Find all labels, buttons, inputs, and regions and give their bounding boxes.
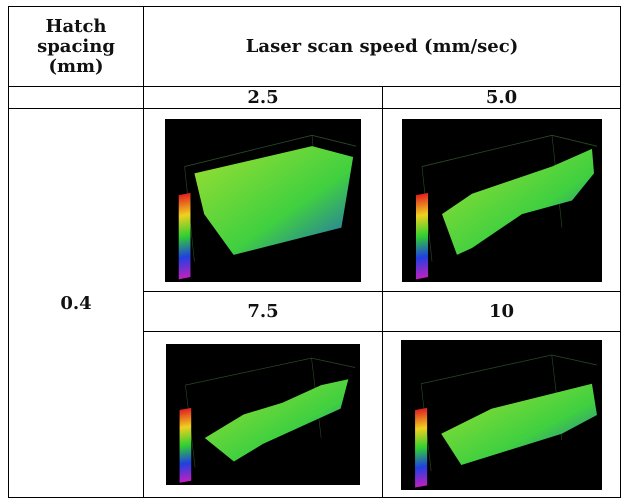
surface-image — [401, 340, 602, 490]
surface-image — [402, 119, 602, 282]
header-row: Hatch spacing (mm) Laser scan speed (mm/… — [9, 7, 621, 87]
speed-cell: 2.5 — [144, 87, 383, 109]
color-scale — [416, 192, 428, 279]
header-text: Hatch spacing (mm) — [31, 17, 121, 77]
image-cell — [383, 109, 621, 292]
surface-image — [166, 344, 360, 485]
image-cell — [383, 332, 621, 498]
image-cell — [144, 109, 383, 292]
speed-row: 2.5 5.0 — [9, 87, 621, 109]
color-scale — [415, 407, 427, 487]
image-row: 0.4 — [9, 109, 621, 292]
header-cell: Laser scan speed (mm/sec) — [144, 7, 621, 87]
speed-cell: 7.5 — [144, 292, 383, 332]
header-cell: Hatch spacing (mm) — [9, 7, 144, 87]
hatch-cell: 0.4 — [9, 109, 144, 498]
speed-cell: 10 — [383, 292, 621, 332]
image-cell — [144, 332, 383, 498]
results-table: Hatch spacing (mm) Laser scan speed (mm/… — [8, 6, 621, 498]
speed-cell: 5.0 — [383, 87, 621, 109]
color-scale — [180, 408, 192, 483]
table-container: Hatch spacing (mm) Laser scan speed (mm/… — [8, 6, 621, 498]
empty-cell — [9, 87, 144, 109]
color-scale — [179, 192, 191, 279]
surface-image — [165, 119, 361, 282]
